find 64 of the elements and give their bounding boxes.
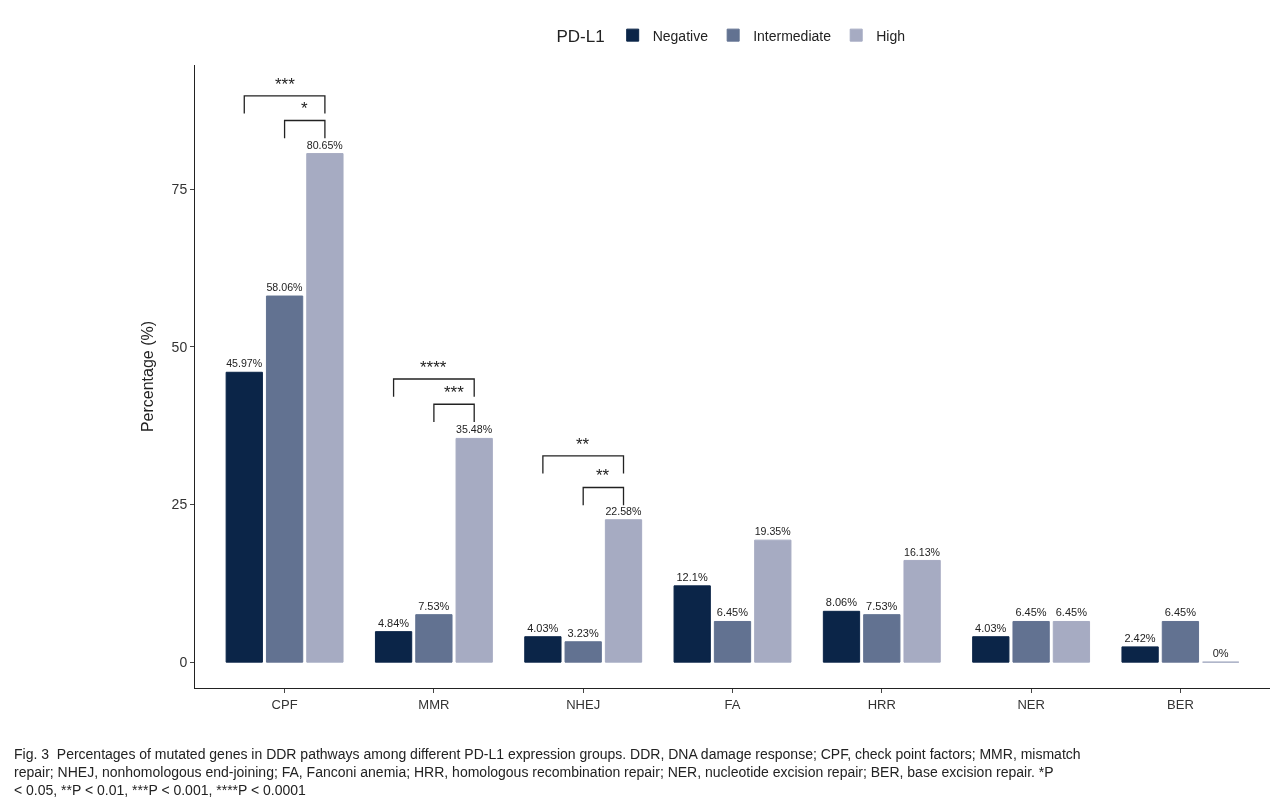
y-tick-label: 25 [171,496,188,513]
bar [1012,620,1050,663]
y-tick-label: 50 [171,338,188,355]
bar [863,614,901,663]
data-label: 45.97% [226,357,263,370]
x-tick-label: HRR [867,696,896,712]
bar [1052,620,1091,663]
y-tick-label: 75 [171,181,188,198]
bar [225,371,263,663]
data-label: 0% [1212,647,1229,660]
data-label: 58.06% [266,281,304,294]
data-label: 6.45% [1015,606,1047,619]
caption: Fig. 3 Percentages of mutated genes in DDR pathways among different PD-L1 expression groups. DDR, DNA damage response; CPF, check point factors; MMR, mismatch repair; NHEJ, nonhomologous end-joining; FA, Fanconi anemia; HRR, homologous recombination repair; NER, nucleotide excision repair; BER, base excision repair. *P < 0.05, **P < 0.01, ***P < 0.001, ****P < 0.0001 [14,746,1081,799]
bar [306,153,344,663]
data-label: 19.35% [754,525,792,538]
bar [903,559,941,663]
data-label: 4.03% [975,621,1007,634]
data-label: 6.45% [716,606,749,619]
data-label: 16.13% [903,545,941,558]
data-label: 22.58% [605,504,642,517]
data-label: 4.84% [377,616,410,629]
annotation: **** [420,358,447,377]
x-tick-label: CPF [271,696,298,712]
bar [822,610,861,663]
bar [564,641,602,663]
annotation: *** [275,75,296,94]
bar [604,519,643,663]
legend-label: Negative [652,27,709,44]
data-label: 2.42% [1124,631,1156,644]
y-tick-label: 0 [179,654,188,671]
bar [673,585,711,663]
data-label: 7.53% [866,599,898,612]
annotation: ** [576,435,590,454]
x-tick-label: NHEJ [566,696,601,712]
bar [415,614,453,663]
bar [524,636,562,663]
data-label: 6.45% [1055,606,1088,619]
x-tick-label: FA [724,696,741,712]
data-label: 12.1% [676,570,708,583]
bar [1161,620,1200,663]
legend-label: High [876,27,905,44]
annotation: * [301,99,308,118]
data-label: 8.06% [825,596,858,609]
data-label: 3.23% [567,626,599,639]
x-tick-label: BER [1167,696,1194,712]
x-tick-label: NER [1017,696,1045,712]
data-label: 4.03% [527,621,559,634]
data-label: 80.65% [306,138,344,151]
bar [754,539,792,663]
legend-label: Intermediate [753,27,832,44]
bar [713,620,752,663]
y-axis-title: Percentage (%) [139,320,156,433]
data-label: 6.45% [1164,606,1197,619]
bar [1121,646,1159,663]
data-label: 35.48% [456,423,493,436]
bar [265,295,304,663]
bar [374,631,413,663]
annotation: *** [444,383,465,402]
x-tick-label: MMR [418,696,450,712]
data-label: 7.53% [418,599,450,612]
bar [455,437,493,663]
bar [972,636,1010,663]
annotation: ** [596,466,610,485]
legend-title: PD-L1 [556,26,605,46]
